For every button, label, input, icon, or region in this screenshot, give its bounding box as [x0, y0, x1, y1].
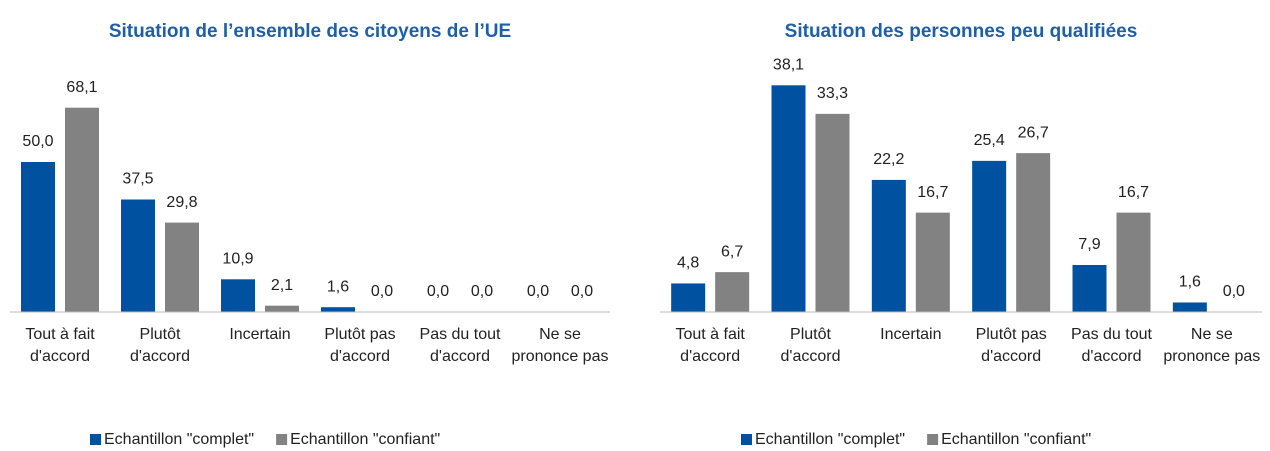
x-tick-label-box: Plutôt d'accord	[130, 326, 190, 365]
bar	[65, 107, 99, 312]
x-tick-label: Plutôt pas d'accord	[975, 326, 1047, 365]
bar	[1172, 302, 1207, 312]
x-tick-label-box: Ne se prononce pas	[1163, 326, 1261, 365]
bar	[771, 85, 806, 313]
x-tick-label: Pas du tout d'accord	[1071, 326, 1152, 365]
x-tick-label-box: Incertain	[880, 326, 942, 343]
x-tick-label-box: Pas du tout d'accord	[419, 326, 501, 365]
x-tick-label: Plutôt pas d'accord	[324, 326, 396, 365]
x-tick-label-box: Plutôt pas d'accord	[324, 326, 396, 365]
bar	[265, 305, 299, 312]
x-tick-label: Pas du tout d'accord	[419, 326, 501, 365]
data-label: 25,4	[974, 132, 1005, 149]
data-label: 0,0	[1223, 283, 1245, 300]
data-label: 37,5	[122, 171, 153, 188]
x-tick-label: Plutôt d'accord	[780, 326, 841, 365]
bar	[221, 279, 255, 312]
x-tick-label-box: Incertain	[229, 326, 291, 343]
bar	[165, 222, 199, 312]
data-label: 7,9	[1078, 236, 1100, 253]
bar	[715, 272, 750, 312]
data-label: 29,8	[166, 194, 197, 211]
x-tick-label: Tout à fait d'accord	[25, 326, 95, 365]
data-label: 10,9	[222, 251, 253, 268]
bar	[1116, 212, 1151, 312]
data-label: 68,1	[66, 79, 97, 96]
legend-swatch	[741, 434, 752, 445]
data-label: 26,7	[1018, 124, 1049, 141]
data-label: 22,2	[873, 151, 904, 168]
x-tick-label: Ne se prononce pas	[1163, 326, 1261, 365]
x-tick-label-box: Pas du tout d'accord	[1071, 326, 1152, 365]
x-tick-label-box: Tout à fait d'accord	[675, 326, 745, 365]
legend-label: Echantillon "confiant"	[941, 431, 1091, 448]
data-label: 4,8	[677, 255, 699, 272]
bar	[1072, 264, 1107, 312]
bar	[321, 307, 355, 312]
bar	[671, 283, 706, 312]
data-label: 1,6	[1179, 274, 1201, 291]
data-label: 33,3	[817, 85, 848, 102]
x-tick-label: Plutôt d'accord	[130, 326, 190, 365]
bar	[121, 199, 155, 312]
x-tick-label-box: Ne se prononce pas	[511, 326, 609, 365]
legend-swatch	[90, 434, 101, 445]
x-tick-label: Tout à fait d'accord	[675, 326, 745, 365]
data-label: 16,7	[917, 184, 948, 201]
data-label: 0,0	[571, 283, 593, 300]
data-label: 0,0	[527, 283, 549, 300]
chart-title: Situation des personnes peu qualifiées	[785, 21, 1138, 42]
data-label: 16,7	[1118, 184, 1149, 201]
data-label: 0,0	[427, 283, 449, 300]
bar	[871, 179, 906, 312]
x-tick-label-box: Plutôt d'accord	[780, 326, 841, 365]
data-label: 38,1	[773, 57, 804, 74]
x-tick-label: Incertain	[229, 326, 291, 343]
x-tick-label-box: Tout à fait d'accord	[25, 326, 95, 365]
bar	[21, 162, 55, 312]
data-label: 0,0	[371, 283, 393, 300]
bar	[815, 113, 850, 313]
x-tick-label-box: Plutôt pas d'accord	[975, 326, 1047, 365]
x-tick-label: Incertain	[880, 326, 942, 343]
legend-label: Echantillon "confiant"	[290, 431, 440, 448]
data-label: 1,6	[327, 278, 349, 295]
legend-label: Echantillon "complet"	[755, 431, 905, 448]
data-label: 50,0	[22, 133, 53, 150]
data-label: 0,0	[471, 283, 493, 300]
data-label: 6,7	[721, 243, 743, 260]
bar	[972, 160, 1007, 312]
x-tick-label: Ne se prononce pas	[511, 326, 609, 365]
legend-label: Echantillon "complet"	[104, 431, 254, 448]
legend-swatch	[927, 434, 939, 445]
bar	[915, 212, 950, 312]
legend-swatch	[276, 434, 288, 445]
bar	[1016, 153, 1051, 312]
chart-title: Situation de l’ensemble des citoyens de …	[109, 21, 511, 42]
data-label: 2,1	[271, 277, 293, 294]
